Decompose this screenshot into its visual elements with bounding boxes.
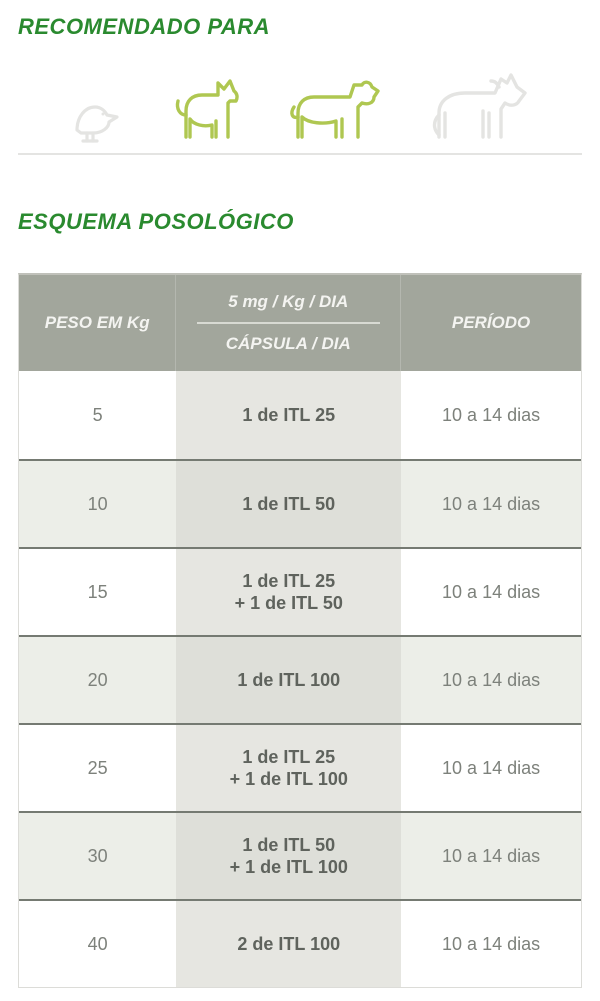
cell-weight: 40 <box>19 901 176 987</box>
cell-period: 10 a 14 dias <box>401 549 581 635</box>
th-weight: PESO EM Kg <box>19 275 176 371</box>
cell-period: 10 a 14 dias <box>401 461 581 547</box>
th-weight-label: PESO EM Kg <box>45 313 150 333</box>
dosage-title: ESQUEMA POSOLÓGICO <box>0 195 600 255</box>
dose-line: 1 de ITL 100 <box>237 669 340 692</box>
th-period-label: PERÍODO <box>452 313 530 333</box>
table-row: 5 1 de ITL 25 10 a 14 dias <box>19 371 581 459</box>
bird-icon <box>67 85 129 145</box>
table-row: 40 2 de ITL 100 10 a 14 dias <box>19 899 581 987</box>
cell-weight: 30 <box>19 813 176 899</box>
cell-dose: 1 de ITL 25+ 1 de ITL 100 <box>176 725 401 811</box>
table-header: PESO EM Kg 5 mg / Kg / DIA CÁPSULA / DIA… <box>19 275 581 371</box>
th-dose-top: 5 mg / Kg / DIA <box>197 284 381 324</box>
cell-dose: 2 de ITL 100 <box>176 901 401 987</box>
table-row: 10 1 de ITL 50 10 a 14 dias <box>19 459 581 547</box>
dose-line: + 1 de ITL 50 <box>235 592 343 615</box>
cell-dose: 1 de ITL 100 <box>176 637 401 723</box>
cell-weight: 10 <box>19 461 176 547</box>
horse-icon <box>425 63 533 145</box>
dose-line: 1 de ITL 25 <box>242 746 335 769</box>
th-dose: 5 mg / Kg / DIA CÁPSULA / DIA <box>176 275 401 371</box>
dose-line: 1 de ITL 50 <box>242 834 335 857</box>
recommended-title: RECOMENDADO PARA <box>0 0 600 60</box>
cell-period: 10 a 14 dias <box>401 637 581 723</box>
cell-weight: 15 <box>19 549 176 635</box>
dosage-table: PESO EM Kg 5 mg / Kg / DIA CÁPSULA / DIA… <box>18 273 582 988</box>
table-body: 51 de ITL 2510 a 14 dias101 de ITL 5010 … <box>19 371 581 987</box>
dog-icon <box>284 63 386 145</box>
dose-line: 1 de ITL 25 <box>242 570 335 593</box>
table-row: 20 1 de ITL 100 10 a 14 dias <box>19 635 581 723</box>
th-period: PERÍODO <box>401 275 581 371</box>
cell-period: 10 a 14 dias <box>401 901 581 987</box>
cell-period: 10 a 14 dias <box>401 813 581 899</box>
th-dose-bottom: CÁPSULA / DIA <box>218 324 359 362</box>
cell-weight: 5 <box>19 371 176 459</box>
cell-period: 10 a 14 dias <box>401 725 581 811</box>
cell-dose: 1 de ITL 50+ 1 de ITL 100 <box>176 813 401 899</box>
dose-line: 2 de ITL 100 <box>237 933 340 956</box>
table-row: 151 de ITL 25+ 1 de ITL 5010 a 14 dias <box>19 547 581 635</box>
cell-weight: 25 <box>19 725 176 811</box>
dose-line: 1 de ITL 25 <box>242 404 335 427</box>
cell-weight: 20 <box>19 637 176 723</box>
table-row: 301 de ITL 50+ 1 de ITL 10010 a 14 dias <box>19 811 581 899</box>
cell-period: 10 a 14 dias <box>401 371 581 459</box>
cell-dose: 1 de ITL 50 <box>176 461 401 547</box>
cell-dose: 1 de ITL 25+ 1 de ITL 50 <box>176 549 401 635</box>
cell-dose: 1 de ITL 25 <box>176 371 401 459</box>
dose-line: + 1 de ITL 100 <box>230 768 348 791</box>
dose-line: + 1 de ITL 100 <box>230 856 348 879</box>
cat-icon <box>168 63 246 145</box>
table-row: 251 de ITL 25+ 1 de ITL 10010 a 14 dias <box>19 723 581 811</box>
dose-line: 1 de ITL 50 <box>242 493 335 516</box>
animals-row <box>18 60 582 155</box>
